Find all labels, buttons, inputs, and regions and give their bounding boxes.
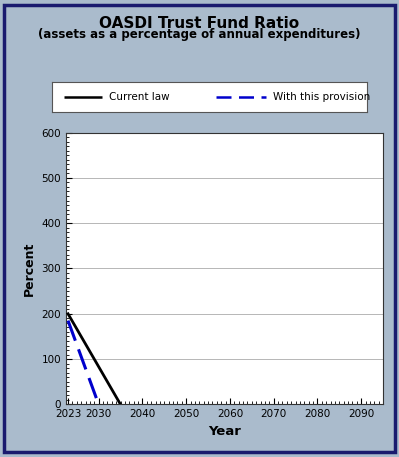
Text: Current law: Current law: [109, 92, 169, 102]
Text: With this provision: With this provision: [273, 92, 370, 102]
Y-axis label: Percent: Percent: [23, 241, 36, 296]
Text: (assets as a percentage of annual expenditures): (assets as a percentage of annual expend…: [38, 28, 361, 41]
X-axis label: Year: Year: [208, 425, 241, 438]
Text: OASDI Trust Fund Ratio: OASDI Trust Fund Ratio: [99, 16, 300, 31]
